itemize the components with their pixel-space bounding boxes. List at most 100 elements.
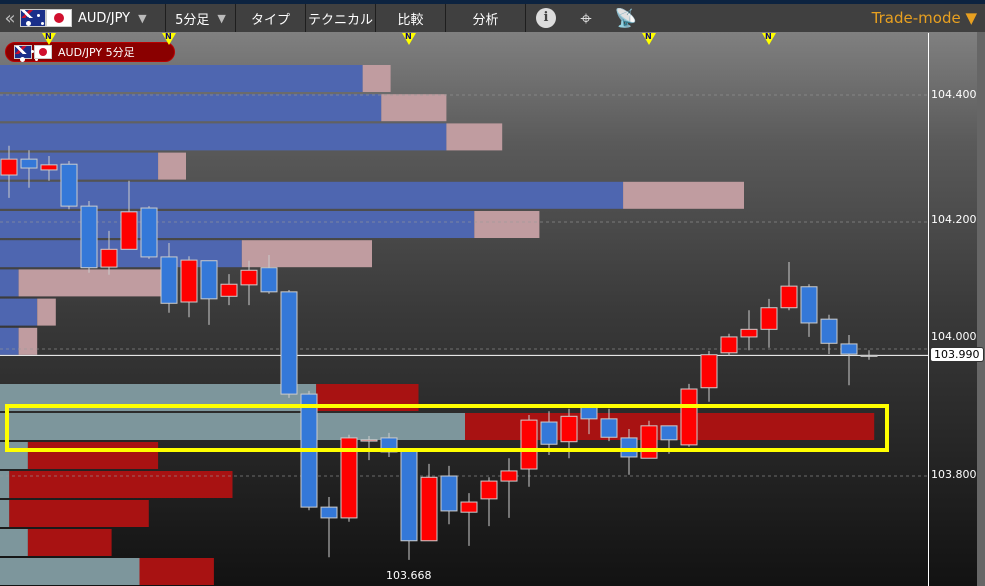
order-book-ask-bar [0, 442, 28, 469]
candle-body [120, 211, 138, 250]
news-marker-label: N [165, 32, 172, 41]
order-book-bid-bar [0, 327, 19, 355]
news-marker-icon[interactable]: N [42, 32, 56, 45]
order-book-bid-alt-bar [241, 240, 372, 268]
candle-body [520, 419, 538, 470]
candle-body [0, 158, 18, 176]
candle-body [840, 343, 858, 355]
candle-body [260, 267, 278, 293]
y-tick-label: 104.200 [931, 213, 977, 226]
compare-button[interactable]: 比較 [376, 4, 446, 32]
candle-body [240, 269, 258, 286]
order-book-bid-alt-bar [362, 65, 391, 92]
candle-body [160, 256, 178, 304]
candle-body [700, 354, 718, 389]
order-book-bid-alt-bar [446, 123, 503, 151]
trade-mode-button[interactable]: Trade-mode ▼ [871, 9, 977, 27]
order-book-bid-bar [0, 269, 19, 297]
news-marker-icon[interactable]: N [642, 32, 656, 45]
order-book-bid-bar [0, 181, 624, 209]
dropdown-arrow-icon: ▼ [138, 11, 147, 25]
candle-body [560, 415, 578, 443]
candle-body [60, 163, 78, 207]
timeframe-selector[interactable]: 5分足 ▼ [166, 4, 236, 32]
candle-body [400, 450, 418, 542]
symbol-label: AUD/JPY [78, 10, 131, 26]
candle-body [660, 425, 678, 441]
order-book-ask-bar [0, 413, 465, 440]
candle-body [500, 470, 518, 482]
candle-body [860, 354, 878, 357]
japan-flag-icon [46, 9, 72, 27]
candle-body [820, 318, 838, 344]
type-button[interactable]: タイプ [236, 4, 306, 32]
toolbar: « AUD/JPY ▼ 5分足 ▼ タイプ テクニカル 比較 分析 i ⌖ 📡 … [0, 4, 985, 32]
order-book-bid-alt-bar [474, 211, 540, 238]
candle-body [540, 421, 558, 445]
top-strip [0, 0, 985, 4]
candle-body [100, 248, 118, 268]
order-book-bid-alt-bar [623, 181, 744, 209]
news-marker-label: N [645, 32, 652, 41]
order-book-bid-bar [0, 298, 38, 326]
order-book-ask-alt-bar [27, 529, 112, 556]
technical-button[interactable]: テクニカル [306, 4, 376, 32]
order-book-ask-bar [0, 500, 10, 527]
candle-body [20, 158, 38, 169]
order-book-ask-bar [0, 558, 140, 585]
candle-body [760, 307, 778, 330]
news-marker-icon[interactable]: N [762, 32, 776, 45]
order-book-bid-alt-bar [37, 298, 56, 326]
candle-body [800, 286, 818, 324]
japan-flag-icon [34, 45, 52, 59]
news-marker-label: N [405, 32, 412, 41]
candle-body [780, 285, 798, 309]
highlight-rectangle [5, 404, 889, 452]
candle-body [740, 328, 758, 338]
order-book-bid-alt-bar [381, 94, 447, 122]
info-icon[interactable]: i [526, 4, 566, 32]
order-book-bid-bar [0, 211, 475, 238]
candle-body [140, 207, 158, 258]
timeframe-label: 5分足 [175, 12, 210, 28]
y-tick-label: 103.800 [931, 468, 977, 481]
candle-body [340, 437, 358, 519]
news-marker-icon[interactable]: N [162, 32, 176, 45]
candle-body [420, 476, 438, 542]
candle-body [600, 418, 618, 438]
order-book-ask-alt-bar [27, 442, 159, 469]
candle-body [280, 291, 298, 395]
candle-body [440, 475, 458, 512]
order-book-ask-alt-bar [9, 500, 149, 527]
right-scrollbar[interactable] [977, 32, 985, 586]
candle-body [80, 205, 98, 269]
analysis-button[interactable]: 分析 [446, 4, 526, 32]
order-book-bid-alt-bar [18, 327, 38, 355]
order-book-bid-bar [0, 123, 447, 151]
order-book-bid-bar [0, 94, 382, 122]
candle-body [480, 480, 498, 500]
current-price-label: 103.990 [930, 347, 984, 362]
y-tick-label: 104.400 [931, 88, 977, 101]
double-chevron-left-icon[interactable]: « [4, 7, 16, 29]
australia-flag-icon [14, 45, 34, 59]
candle-body [320, 506, 338, 519]
order-book-bid-alt-bar [18, 269, 177, 297]
crosshair-icon[interactable]: ⌖ [580, 6, 592, 30]
symbol-selector[interactable]: AUD/JPY ▼ [20, 4, 166, 32]
news-marker-icon[interactable]: N [402, 32, 416, 45]
order-book-ask-bar [0, 471, 10, 498]
australia-flag-icon [20, 9, 46, 27]
order-book-ask-alt-bar [9, 471, 233, 498]
satellite-dish-icon[interactable]: 📡 [614, 7, 638, 29]
order-book-ask-bar [0, 529, 28, 556]
low-price-label: 103.668 [386, 569, 432, 582]
symbol-badge: AUD/JPY 5分足 [5, 42, 175, 62]
candle-body [200, 260, 218, 300]
order-book-bid-bar [0, 65, 363, 92]
order-book-ask-alt-bar [139, 558, 214, 585]
candle-body [180, 259, 198, 303]
candle-body [720, 336, 738, 354]
candle-body [680, 388, 698, 446]
